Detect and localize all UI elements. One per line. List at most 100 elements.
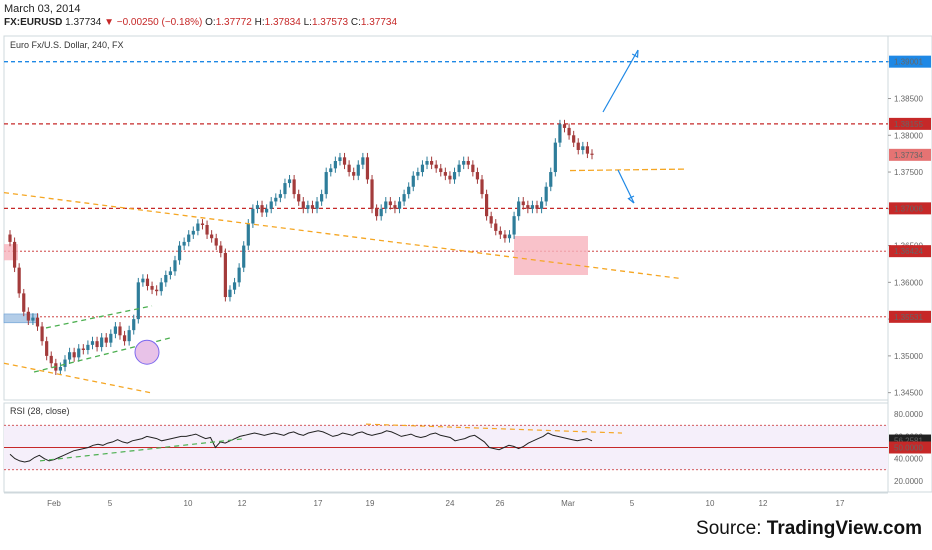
candle-body [553, 142, 557, 173]
candle-body [205, 224, 209, 235]
price-tick-label-9: 1.34500 [894, 389, 923, 398]
candle-body [90, 341, 95, 345]
candle-body [274, 197, 278, 202]
symbol-label: FX:EURUSD [4, 17, 63, 28]
rsi-tick-label-3: 20.0000 [894, 477, 923, 486]
candle-body [95, 341, 99, 348]
time-tick-label-5: 19 [366, 499, 375, 508]
candle-body [145, 278, 150, 287]
chart-date: March 03, 2014 [4, 3, 81, 15]
price-tick-label-8: 1.35000 [894, 352, 923, 361]
candle-body [150, 286, 154, 290]
rsi-line [9, 430, 593, 463]
time-tick-label-6: 24 [446, 499, 455, 508]
candle-body [379, 208, 383, 217]
candle-body [416, 172, 420, 176]
price-tick-label-1: 1.38500 [894, 95, 923, 104]
candle-body [155, 289, 159, 292]
rising-channel-upper [45, 305, 153, 329]
candle-body [494, 223, 498, 231]
price-panel-title: Euro Fx/U.S. Dollar, 240, FX [10, 40, 124, 50]
candle-body [338, 157, 342, 162]
candle-body [558, 124, 562, 143]
time-tick-label-12: 17 [836, 499, 845, 508]
candle-body [590, 153, 594, 155]
high-label: H: [254, 17, 265, 28]
candle-body [223, 252, 227, 298]
candle-body [393, 205, 397, 209]
level-label-bg-4 [889, 245, 931, 258]
level-label-3: 1.37006 [894, 204, 923, 213]
candle-body [498, 230, 502, 235]
candle-body [475, 172, 480, 180]
candle-body [544, 186, 548, 202]
price-panel [3, 35, 889, 401]
rsi-rising-trendline [39, 438, 246, 462]
candle-body [118, 326, 122, 336]
candle-body [411, 175, 415, 187]
candle-body [388, 201, 392, 206]
change-value: −0.00250 (−0.18%) [116, 17, 203, 28]
short-support-line [569, 168, 685, 172]
candle-body [8, 234, 12, 242]
candle-body [480, 179, 484, 195]
candle-body [562, 124, 567, 128]
candle-body [265, 208, 269, 213]
time-tick-label-3: 12 [238, 499, 247, 508]
candle-body [521, 201, 525, 206]
candle-body [40, 326, 44, 342]
candle-body [301, 201, 305, 209]
candle-body [86, 344, 90, 350]
high-value: 1.37834 [264, 17, 301, 28]
level-label-bg-0 [889, 55, 931, 68]
candle-body [329, 168, 333, 173]
candle-body [539, 201, 544, 209]
rsi-tick-label-0: 80.0000 [894, 410, 923, 419]
price-tick-label-6: 1.36000 [894, 278, 923, 287]
candle-body [12, 241, 17, 268]
candle-body [306, 205, 310, 209]
candle-body [63, 359, 67, 367]
candle-body [104, 337, 108, 343]
candle-body [310, 205, 315, 209]
candle-body [187, 234, 191, 242]
rsi-panel-title: RSI (28, close) [10, 406, 70, 416]
candle-body [22, 293, 26, 312]
level-label-4: 1.36424 [894, 247, 923, 256]
candle-body [430, 161, 434, 165]
candle-body [530, 205, 535, 209]
candle-body [352, 172, 356, 176]
candle-body [370, 179, 374, 209]
source-credit: Source: TradingView.com [696, 518, 922, 540]
rsi-falling-trendline [365, 423, 623, 434]
candle-body [484, 194, 489, 217]
candle-body [365, 157, 370, 180]
candle-body [407, 186, 411, 195]
candle-body [77, 348, 81, 358]
time-tick-label-4: 17 [314, 499, 323, 508]
candle-body [58, 366, 63, 371]
open-label: O: [205, 17, 216, 28]
level-label-bg-3 [889, 202, 931, 215]
highlight-circle [134, 339, 160, 365]
candle-body [466, 161, 470, 165]
close-value: 1.37734 [360, 17, 398, 28]
candle-body [315, 201, 319, 209]
candle-body [278, 194, 282, 198]
candle-body [127, 330, 131, 342]
candle-body [35, 317, 40, 327]
candle-body [255, 205, 260, 209]
rsi-midline-label: 50.0000 [894, 444, 923, 453]
time-tick-label-2: 10 [184, 499, 193, 508]
candle-body [168, 271, 172, 275]
time-tick-label-9: 5 [630, 499, 635, 508]
candle-body [177, 245, 182, 261]
candle-body [448, 175, 452, 180]
candle-body [356, 164, 360, 176]
candle-body [109, 333, 113, 343]
price-tick-label-2: 1.38000 [894, 131, 923, 140]
time-tick-label-11: 12 [759, 499, 768, 508]
candle-body [228, 289, 232, 298]
candle-body [347, 164, 351, 173]
